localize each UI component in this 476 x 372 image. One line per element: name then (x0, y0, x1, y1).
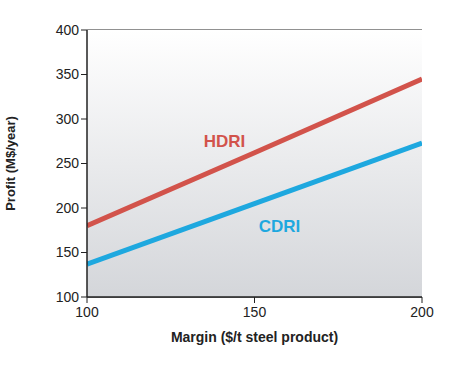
svg-text:350: 350 (56, 66, 80, 82)
svg-text:100: 100 (75, 304, 99, 320)
svg-text:150: 150 (56, 244, 80, 260)
svg-text:250: 250 (56, 155, 80, 171)
svg-text:150: 150 (243, 304, 267, 320)
svg-text:200: 200 (56, 200, 80, 216)
svg-text:100: 100 (56, 289, 80, 305)
svg-text:HDRI: HDRI (204, 132, 246, 151)
svg-text:Profit (M$/year): Profit (M$/year) (8, 116, 18, 211)
svg-text:200: 200 (410, 304, 434, 320)
svg-text:300: 300 (56, 111, 80, 127)
svg-text:400: 400 (56, 22, 80, 38)
svg-text:CDRI: CDRI (259, 217, 301, 236)
svg-text:Margin ($/t steel product): Margin ($/t steel product) (171, 329, 338, 345)
